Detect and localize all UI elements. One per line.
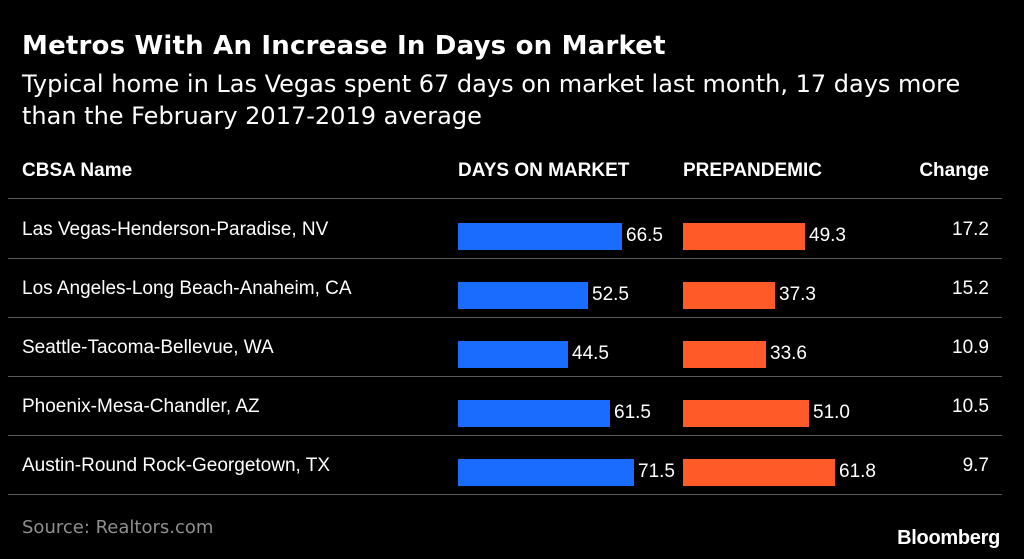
days-on-market-bar: [458, 282, 588, 309]
days-on-market-value: 66.5: [626, 225, 663, 246]
prepandemic-bar: [683, 223, 805, 250]
column-header-change: Change: [919, 160, 989, 181]
prepandemic-bar: [683, 282, 775, 309]
bloomberg-logo: Bloomberg: [897, 527, 1000, 549]
header-divider: [8, 198, 1002, 199]
change-value: 10.5: [952, 396, 989, 417]
prepandemic-value: 49.3: [809, 225, 846, 246]
row-divider: [8, 258, 1002, 259]
days-on-market-bar: [458, 341, 568, 368]
metro-name: Seattle-Tacoma-Bellevue, WA: [22, 337, 274, 358]
days-on-market-bar: [458, 223, 622, 250]
row-divider: [8, 435, 1002, 436]
row-divider: [8, 376, 1002, 377]
days-on-market-bar: [458, 459, 634, 486]
days-on-market-value: 71.5: [638, 461, 675, 482]
row-divider: [8, 317, 1002, 318]
prepandemic-bar: [683, 459, 835, 486]
chart-subtitle: Typical home in Las Vegas spent 67 days …: [22, 70, 961, 130]
column-header-prepandemic: PREPANDEMIC: [683, 160, 822, 181]
days-on-market-value: 61.5: [614, 402, 651, 423]
change-value: 10.9: [952, 337, 989, 358]
table-row: Phoenix-Mesa-Chandler, AZ 61.5 51.0 10.5: [0, 376, 1024, 435]
prepandemic-bar: [683, 400, 809, 427]
row-divider: [8, 494, 1002, 495]
table-row: Los Angeles-Long Beach-Anaheim, CA 52.5 37…: [0, 258, 1024, 317]
prepandemic-value: 61.8: [839, 461, 876, 482]
metro-name: Las Vegas-Henderson-Paradise, NV: [22, 219, 329, 240]
days-on-market-bar: [458, 400, 610, 427]
change-value: 17.2: [952, 219, 989, 240]
change-value: 15.2: [952, 278, 989, 299]
change-value: 9.7: [962, 455, 989, 476]
column-header-cbsa-name: CBSA Name: [22, 160, 133, 181]
days-on-market-value: 52.5: [592, 284, 629, 305]
days-on-market-value: 44.5: [572, 343, 609, 364]
chart-title: Metros With An Increase In Days on Marke…: [22, 31, 666, 61]
prepandemic-value: 33.6: [770, 343, 807, 364]
table-row: Las Vegas-Henderson-Paradise, NV 66.5 49.3…: [0, 199, 1024, 258]
table-row: Austin-Round Rock-Georgetown, TX 71.5 61.8…: [0, 435, 1024, 494]
column-header-days-on-market: DAYS ON MARKET: [458, 160, 630, 181]
table-row: Seattle-Tacoma-Bellevue, WA 44.5 33.6 10.9: [0, 317, 1024, 376]
prepandemic-value: 37.3: [779, 284, 816, 305]
metro-name: Austin-Round Rock-Georgetown, TX: [22, 455, 331, 476]
metro-name: Los Angeles-Long Beach-Anaheim, CA: [22, 278, 352, 299]
prepandemic-bar: [683, 341, 766, 368]
prepandemic-value: 51.0: [813, 402, 850, 423]
source-note: Source: Realtors.com: [22, 517, 214, 538]
metro-name: Phoenix-Mesa-Chandler, AZ: [22, 396, 260, 417]
